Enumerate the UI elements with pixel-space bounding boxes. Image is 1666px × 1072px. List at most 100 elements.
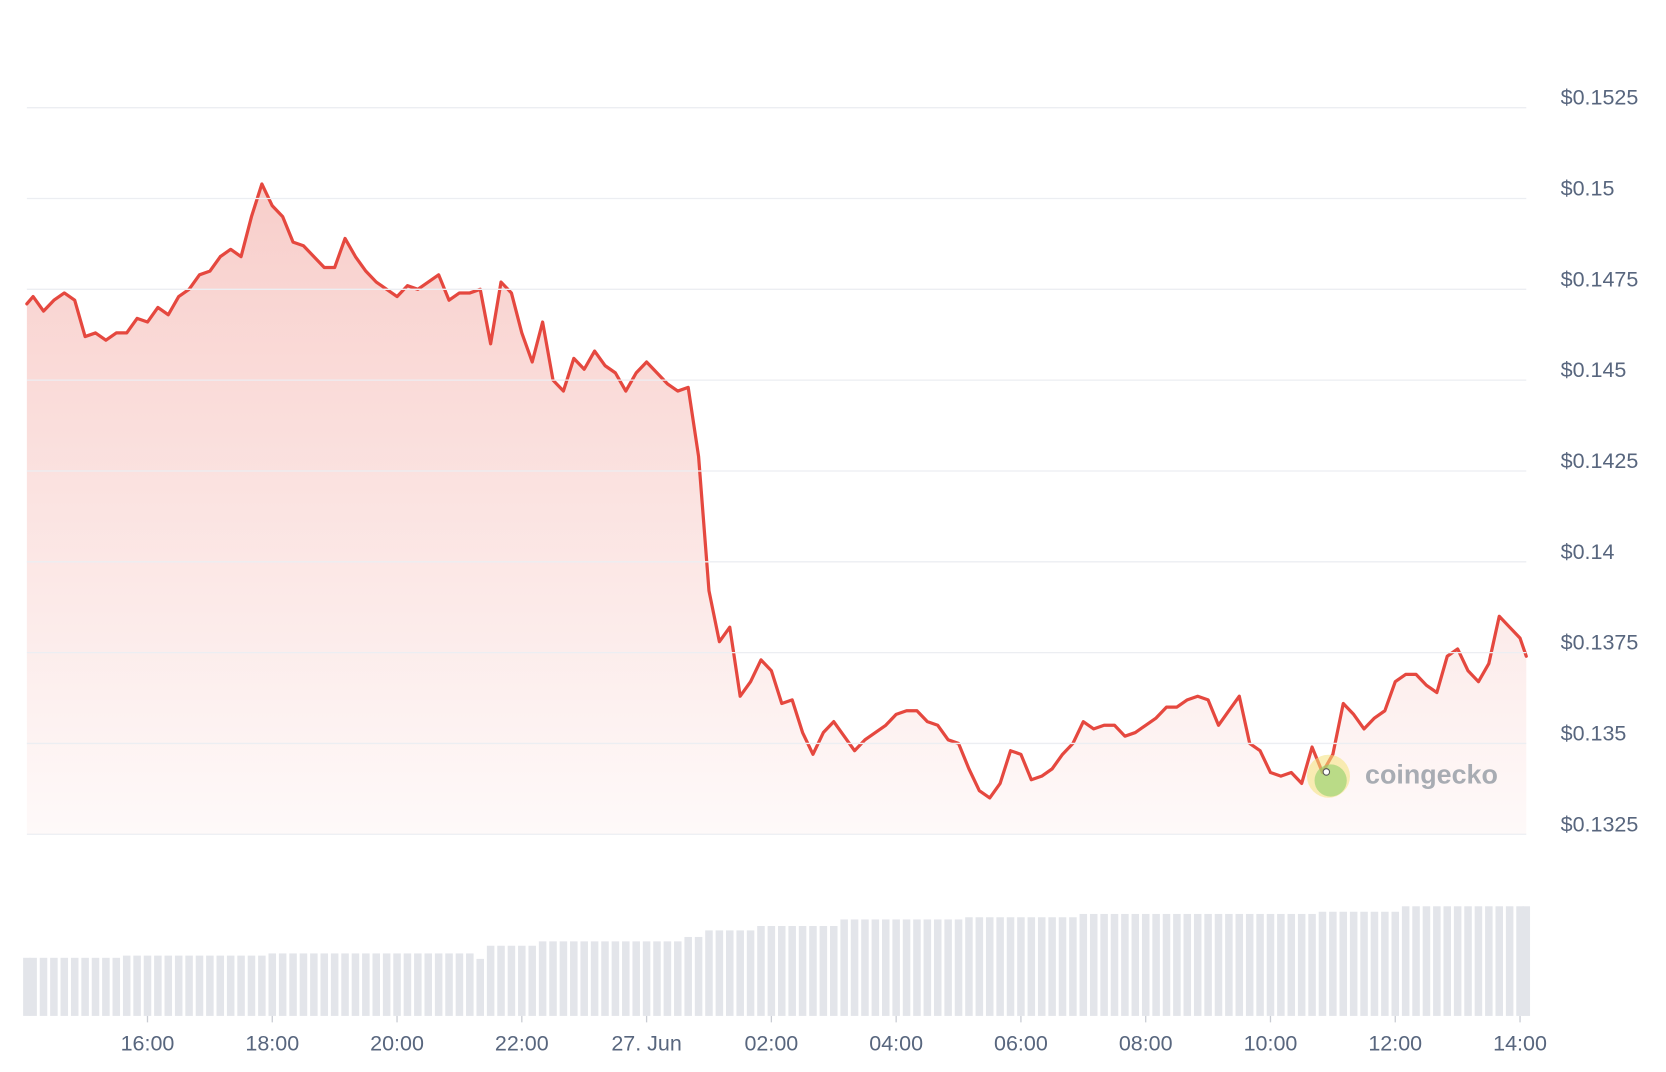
volume-bar xyxy=(122,955,131,1016)
volume-bar xyxy=(1308,913,1316,1016)
volume-bar xyxy=(1183,913,1192,1016)
y-tick-label: $0.145 xyxy=(1561,358,1627,382)
x-tick-label: 08:00 xyxy=(1119,1032,1173,1056)
x-tick-label: 12:00 xyxy=(1368,1032,1422,1056)
volume-bar xyxy=(1412,906,1420,1016)
volume-bar xyxy=(965,917,973,1016)
volume-bar xyxy=(1453,906,1462,1016)
volume-bar xyxy=(466,953,474,1016)
x-tick-label: 06:00 xyxy=(994,1032,1048,1056)
volume-bar xyxy=(954,919,963,1016)
volume-bar xyxy=(601,941,609,1016)
volume-bar xyxy=(611,941,620,1016)
volume-bar xyxy=(455,953,464,1016)
volume-bar xyxy=(642,941,651,1016)
volume-bar xyxy=(507,945,516,1016)
y-tick-label: $0.1475 xyxy=(1561,267,1639,291)
volume-bar xyxy=(1100,913,1108,1016)
volume-bar xyxy=(174,955,183,1016)
volume-bar xyxy=(1266,913,1275,1016)
volume-bar xyxy=(746,930,755,1016)
volume-bar xyxy=(1422,906,1431,1016)
x-tick-label: 10:00 xyxy=(1244,1032,1298,1056)
volume-bar xyxy=(1079,913,1088,1016)
watermark: coingecko xyxy=(1307,754,1498,798)
volume-bar xyxy=(1391,911,1400,1016)
volume-bar xyxy=(674,941,682,1016)
volume-bar xyxy=(829,926,838,1016)
volume-bar xyxy=(1464,906,1472,1016)
volume-bar xyxy=(809,926,817,1016)
volume-bar xyxy=(445,953,453,1016)
y-tick-label: $0.1525 xyxy=(1561,86,1639,110)
volume-bar xyxy=(424,953,432,1016)
x-tick-label: 20:00 xyxy=(370,1032,424,1056)
x-tick-label: 14:00 xyxy=(1493,1032,1547,1056)
volume-bar xyxy=(195,955,204,1016)
volume-bar xyxy=(1443,906,1452,1016)
volume-bar xyxy=(299,953,308,1016)
volume-bar xyxy=(372,953,381,1016)
logo-eye xyxy=(1322,768,1331,776)
volume-bar xyxy=(1027,917,1036,1016)
volume-bar xyxy=(933,919,942,1016)
volume-bar xyxy=(549,941,557,1016)
volume-bar xyxy=(1110,913,1119,1016)
volume-bar xyxy=(1370,911,1379,1016)
x-tick-label: 16:00 xyxy=(121,1032,175,1056)
area-fill xyxy=(26,183,1527,835)
volume-bar xyxy=(102,957,110,1016)
volume-bar xyxy=(320,953,329,1016)
volume-bar xyxy=(1505,906,1514,1016)
volume-bar xyxy=(871,919,880,1016)
volume-bar xyxy=(50,957,58,1016)
volume-bar xyxy=(1245,913,1254,1016)
volume-bar xyxy=(705,930,713,1016)
volume-bar xyxy=(1089,913,1098,1016)
volume-bar xyxy=(382,953,391,1016)
watermark-text: coingecko xyxy=(1365,759,1498,789)
volume-bar xyxy=(975,917,984,1016)
y-tick-label: $0.1325 xyxy=(1561,812,1639,836)
volume-bar xyxy=(393,953,401,1016)
volume-bar xyxy=(70,957,79,1016)
x-tick-label: 18:00 xyxy=(245,1032,299,1056)
volume-bar xyxy=(1485,906,1493,1016)
x-tick-label: 27. Jun xyxy=(611,1032,681,1056)
volume-bar xyxy=(1433,906,1441,1016)
volume-bar xyxy=(1162,913,1171,1016)
volume-bar xyxy=(1225,913,1233,1016)
volume-bar xyxy=(351,953,360,1016)
volume-bar xyxy=(133,955,141,1016)
volume-bar xyxy=(206,955,214,1016)
volume-bar xyxy=(580,941,588,1016)
volume-bar xyxy=(788,926,796,1016)
volume-bar xyxy=(278,953,287,1016)
volume-bar xyxy=(226,955,235,1016)
volume-bar xyxy=(1381,911,1389,1016)
volume-bar xyxy=(819,926,828,1016)
volume-bar xyxy=(476,958,484,1016)
volume-bar xyxy=(778,926,786,1016)
volume-bar xyxy=(1048,917,1056,1016)
volume-bar xyxy=(39,957,48,1016)
volume-bar xyxy=(1522,906,1531,1016)
volume-bar xyxy=(1516,906,1524,1016)
volume-bar xyxy=(1193,913,1202,1016)
volume-bar xyxy=(185,955,193,1016)
volume-bar xyxy=(528,945,536,1016)
volume-bar xyxy=(1329,911,1337,1016)
volume-bar xyxy=(258,955,266,1016)
volume-bar xyxy=(715,930,724,1016)
volume-bar xyxy=(1495,906,1503,1016)
x-tick-label: 04:00 xyxy=(869,1032,923,1056)
volume-bar xyxy=(1121,913,1129,1016)
volume-bar xyxy=(1474,906,1483,1016)
volume-bar xyxy=(1058,917,1067,1016)
volume-bar xyxy=(757,926,765,1016)
y-tick-label: $0.14 xyxy=(1561,540,1615,564)
volume-bar xyxy=(1277,913,1285,1016)
y-tick-label: $0.15 xyxy=(1561,177,1615,201)
